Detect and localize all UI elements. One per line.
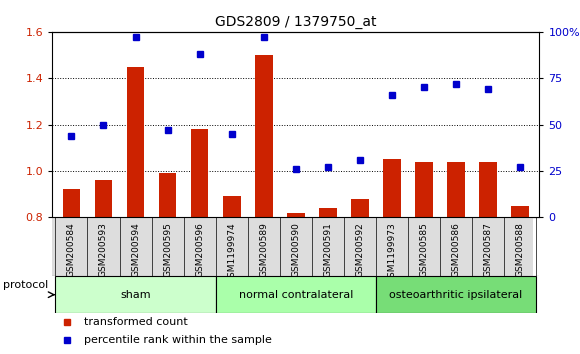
Bar: [319, 208, 336, 217]
Bar: [287, 212, 305, 217]
Text: percentile rank within the sample: percentile rank within the sample: [84, 335, 272, 345]
Text: GSM200591: GSM200591: [324, 222, 332, 277]
Text: GSM200589: GSM200589: [259, 222, 268, 277]
Bar: [376, 276, 536, 313]
Bar: [56, 276, 216, 313]
Bar: [216, 276, 376, 313]
Text: GSM200592: GSM200592: [356, 222, 364, 277]
Bar: [447, 161, 465, 217]
Text: GSM200588: GSM200588: [516, 222, 525, 277]
Text: GSM200584: GSM200584: [67, 222, 76, 277]
Bar: [479, 161, 497, 217]
Bar: [191, 129, 208, 217]
Bar: [223, 196, 241, 217]
Bar: [63, 189, 80, 217]
Text: GSM200595: GSM200595: [163, 222, 172, 277]
Text: GSM200596: GSM200596: [195, 222, 204, 277]
Text: GSM200594: GSM200594: [131, 222, 140, 277]
Text: GSM200586: GSM200586: [452, 222, 461, 277]
Bar: [255, 55, 273, 217]
Text: GSM200587: GSM200587: [484, 222, 492, 277]
Text: sham: sham: [120, 290, 151, 300]
Text: transformed count: transformed count: [84, 316, 187, 327]
Text: GSM200585: GSM200585: [419, 222, 429, 277]
Bar: [351, 199, 369, 217]
Bar: [415, 161, 433, 217]
Text: normal contralateral: normal contralateral: [238, 290, 353, 300]
Text: GSM200590: GSM200590: [291, 222, 300, 277]
Bar: [126, 67, 144, 217]
Text: osteoarthritic ipsilateral: osteoarthritic ipsilateral: [389, 290, 523, 300]
Text: GSM1199974: GSM1199974: [227, 222, 236, 282]
Title: GDS2809 / 1379750_at: GDS2809 / 1379750_at: [215, 16, 376, 29]
Text: protocol: protocol: [3, 280, 48, 290]
Text: GSM1199973: GSM1199973: [387, 222, 397, 282]
Bar: [159, 173, 176, 217]
Bar: [95, 180, 113, 217]
Bar: [383, 159, 401, 217]
Bar: [512, 206, 529, 217]
Text: GSM200593: GSM200593: [99, 222, 108, 277]
